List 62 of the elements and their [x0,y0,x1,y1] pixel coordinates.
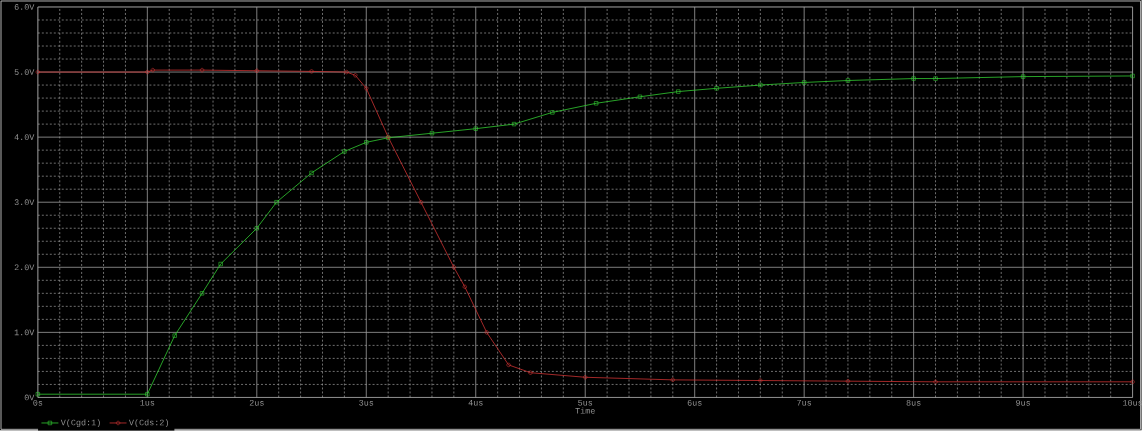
point [845,379,851,384]
point [254,226,259,231]
point [670,377,675,383]
point [511,122,517,127]
point [676,89,681,94]
point [933,379,938,385]
point [145,392,150,397]
point [150,68,155,73]
point [802,80,807,85]
x-tick-label: 7us [797,400,812,406]
y-tick-label: 5.0V [14,69,35,76]
x-tick-label: 2us [249,400,264,406]
point [594,101,599,106]
x-tick-label: 1us [140,400,155,406]
point [473,126,478,131]
x-tick-label: 0s [33,400,43,406]
point [199,68,205,73]
point [342,149,347,154]
y-tick-label: 4.0V [14,134,35,141]
point [145,70,150,75]
point [462,284,467,290]
point [933,76,938,81]
x-tick-label: 5us [578,400,593,406]
point [353,73,358,78]
point [274,200,279,205]
x-tick-label: 3us [359,400,374,406]
point [550,110,555,115]
x-axis-title: Time [575,407,595,414]
point [218,262,223,267]
y-tick-label: 1.0V [14,329,35,336]
point [583,375,588,380]
x-tick-label: 8us [906,400,921,406]
point [309,170,314,176]
point [172,333,177,338]
point [845,78,851,83]
point [344,70,349,75]
point [429,131,435,136]
point [451,265,456,270]
point [758,83,763,88]
point [418,200,424,205]
legend-label: V(Cds:2) [128,419,169,428]
y-tick-label: 0V [24,394,35,401]
point [506,362,511,368]
x-tick-label: 6us [687,400,702,406]
x-tick-label: 4us [468,400,483,406]
point [364,140,369,145]
point [199,291,205,296]
y-tick-label: 2.0V [14,264,35,271]
y-tick-label: 3.0V [14,199,35,206]
point [911,76,916,81]
point [528,370,533,375]
y-tick-label: 6.0V [14,4,35,10]
point [484,330,489,335]
point [364,86,369,91]
legend-label: V(Cgd:1) [60,419,100,428]
point [637,94,643,99]
point [254,68,259,73]
point [758,378,763,383]
x-tick-label: 9us [1016,400,1031,406]
point [1021,74,1026,79]
point [309,69,314,74]
point [714,86,719,91]
